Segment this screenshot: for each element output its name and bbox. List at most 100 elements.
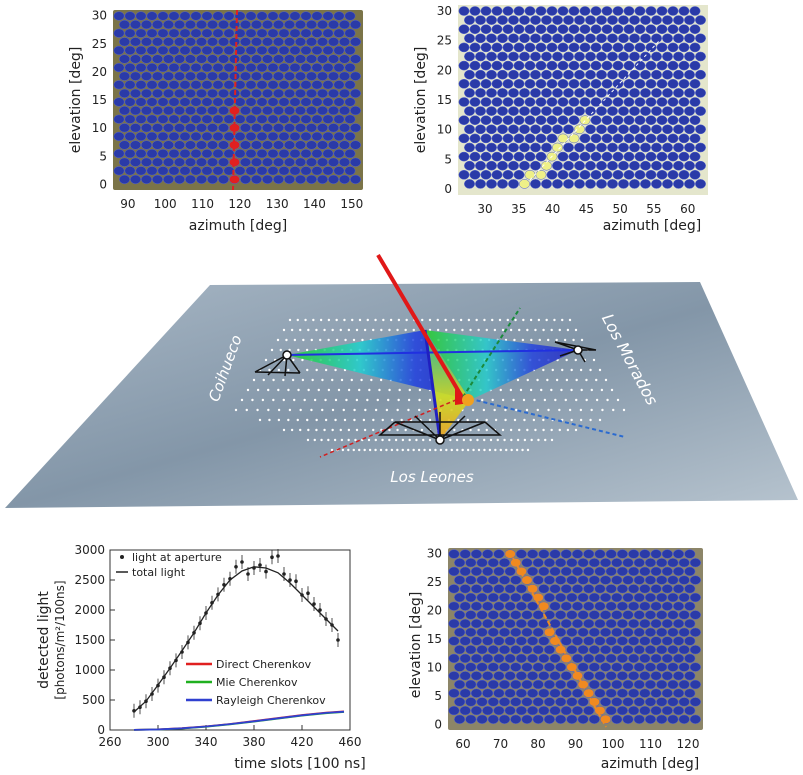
- camera-pixel: [601, 42, 613, 53]
- surface-detector: [331, 428, 334, 432]
- camera-pixel: [543, 662, 555, 672]
- camera-pixel: [557, 42, 569, 53]
- camera-pixel: [278, 97, 290, 107]
- surface-detector: [585, 398, 588, 402]
- surface-detector: [331, 408, 335, 412]
- shower-track-line: [512, 557, 607, 728]
- camera-pixel: [278, 11, 290, 21]
- y-tick-label: 20: [92, 65, 107, 79]
- camera-pixel: [590, 133, 602, 144]
- camera-pixel: [311, 97, 323, 107]
- camera-pixel: [678, 170, 690, 180]
- camera-pixel: [262, 174, 273, 184]
- camera-pixel: [267, 45, 279, 55]
- camera-pixel: [476, 662, 488, 672]
- camera-pixel: [579, 24, 591, 35]
- camera-pixel: [497, 33, 508, 44]
- camera-pixel: [229, 54, 240, 64]
- surface-detector: [321, 378, 324, 382]
- camera-pixel: [557, 79, 569, 89]
- camera-pixel: [124, 131, 136, 141]
- data-point: [270, 555, 274, 559]
- camera-pixel: [212, 114, 224, 124]
- camera-pixel: [124, 149, 136, 159]
- camera-pixel: [535, 115, 547, 125]
- x-tick-label: 340: [195, 735, 218, 749]
- legend-item: light at aperture: [132, 551, 222, 564]
- camera-pixel: [519, 88, 530, 98]
- camera-pixel: [448, 566, 460, 577]
- surface-detector: [595, 378, 598, 382]
- surface-detector: [323, 328, 326, 332]
- surface-detector: [345, 398, 348, 402]
- surface-detector: [574, 358, 577, 362]
- camera-pixel: [465, 627, 477, 637]
- surface-detector: [452, 318, 455, 322]
- camera-pixel: [141, 140, 152, 150]
- camera-pixel: [640, 15, 651, 25]
- camera-pixel: [667, 115, 679, 125]
- x-tick-label: 140: [303, 197, 326, 211]
- camera-pixel: [566, 645, 578, 655]
- camera-pixel: [541, 88, 552, 98]
- camera-pixel: [152, 54, 163, 64]
- camera-pixel: [628, 653, 640, 664]
- camera-pixel: [493, 549, 505, 559]
- camera-pixel: [633, 627, 645, 637]
- camera-pixel: [513, 151, 525, 162]
- camera-pixel: [470, 549, 482, 559]
- camera-pixel: [465, 575, 477, 585]
- surface-detector: [501, 428, 505, 432]
- camera-pixel: [317, 157, 328, 167]
- camera-pixel: [196, 140, 207, 150]
- camera-pixel: [306, 37, 317, 47]
- surface-detector: [456, 448, 459, 452]
- camera-pixel: [530, 88, 541, 98]
- surface-detector: [398, 388, 401, 392]
- surface-detector: [499, 448, 502, 452]
- camera-pixel: [640, 179, 651, 189]
- surface-detector: [306, 418, 309, 422]
- camera-pixel: [678, 645, 690, 655]
- camera-pixel: [212, 131, 224, 141]
- camera-pixel: [623, 151, 635, 162]
- camera-pixel: [168, 28, 180, 38]
- camera-pixel: [486, 124, 497, 135]
- camera-pixel: [678, 679, 690, 690]
- camera-pixel: [458, 24, 470, 35]
- camera-pixel: [628, 619, 640, 629]
- camera-pixel: [515, 601, 527, 611]
- camera-pixel: [594, 584, 606, 594]
- camera-pixel: [596, 179, 607, 189]
- camera-pixel: [521, 697, 533, 707]
- camera-pixel: [119, 106, 130, 116]
- surface-detector: [412, 448, 415, 452]
- camera-pixel: [339, 106, 350, 116]
- camera-pixel: [295, 140, 306, 150]
- camera-pixel: [689, 24, 701, 35]
- camera-pixel: [218, 71, 229, 81]
- camera-pixel: [607, 160, 618, 171]
- camera-pixel: [568, 151, 580, 162]
- camera-pixel: [557, 133, 569, 144]
- surface-detector: [363, 428, 367, 432]
- camera-pixel: [190, 80, 202, 90]
- camera-pixel: [201, 28, 213, 38]
- camera-pixel: [508, 124, 519, 135]
- camera-pixel: [667, 645, 679, 655]
- y-tick-label: 30: [92, 9, 107, 23]
- camera-pixel: [622, 714, 634, 724]
- camera-pixel: [317, 174, 328, 184]
- camera-pixel: [532, 610, 544, 620]
- camera-pixel: [538, 584, 550, 594]
- surface-detector: [277, 388, 280, 392]
- surface-detector: [476, 418, 479, 422]
- camera-pixel: [695, 160, 706, 171]
- camera-pixel: [119, 123, 130, 133]
- camera-pixel: [530, 69, 541, 80]
- camera-pixel: [152, 106, 163, 116]
- camera-pixel: [493, 584, 505, 594]
- camera-pixel: [207, 157, 218, 167]
- surface-detector: [363, 328, 367, 332]
- surface-detector: [350, 378, 353, 382]
